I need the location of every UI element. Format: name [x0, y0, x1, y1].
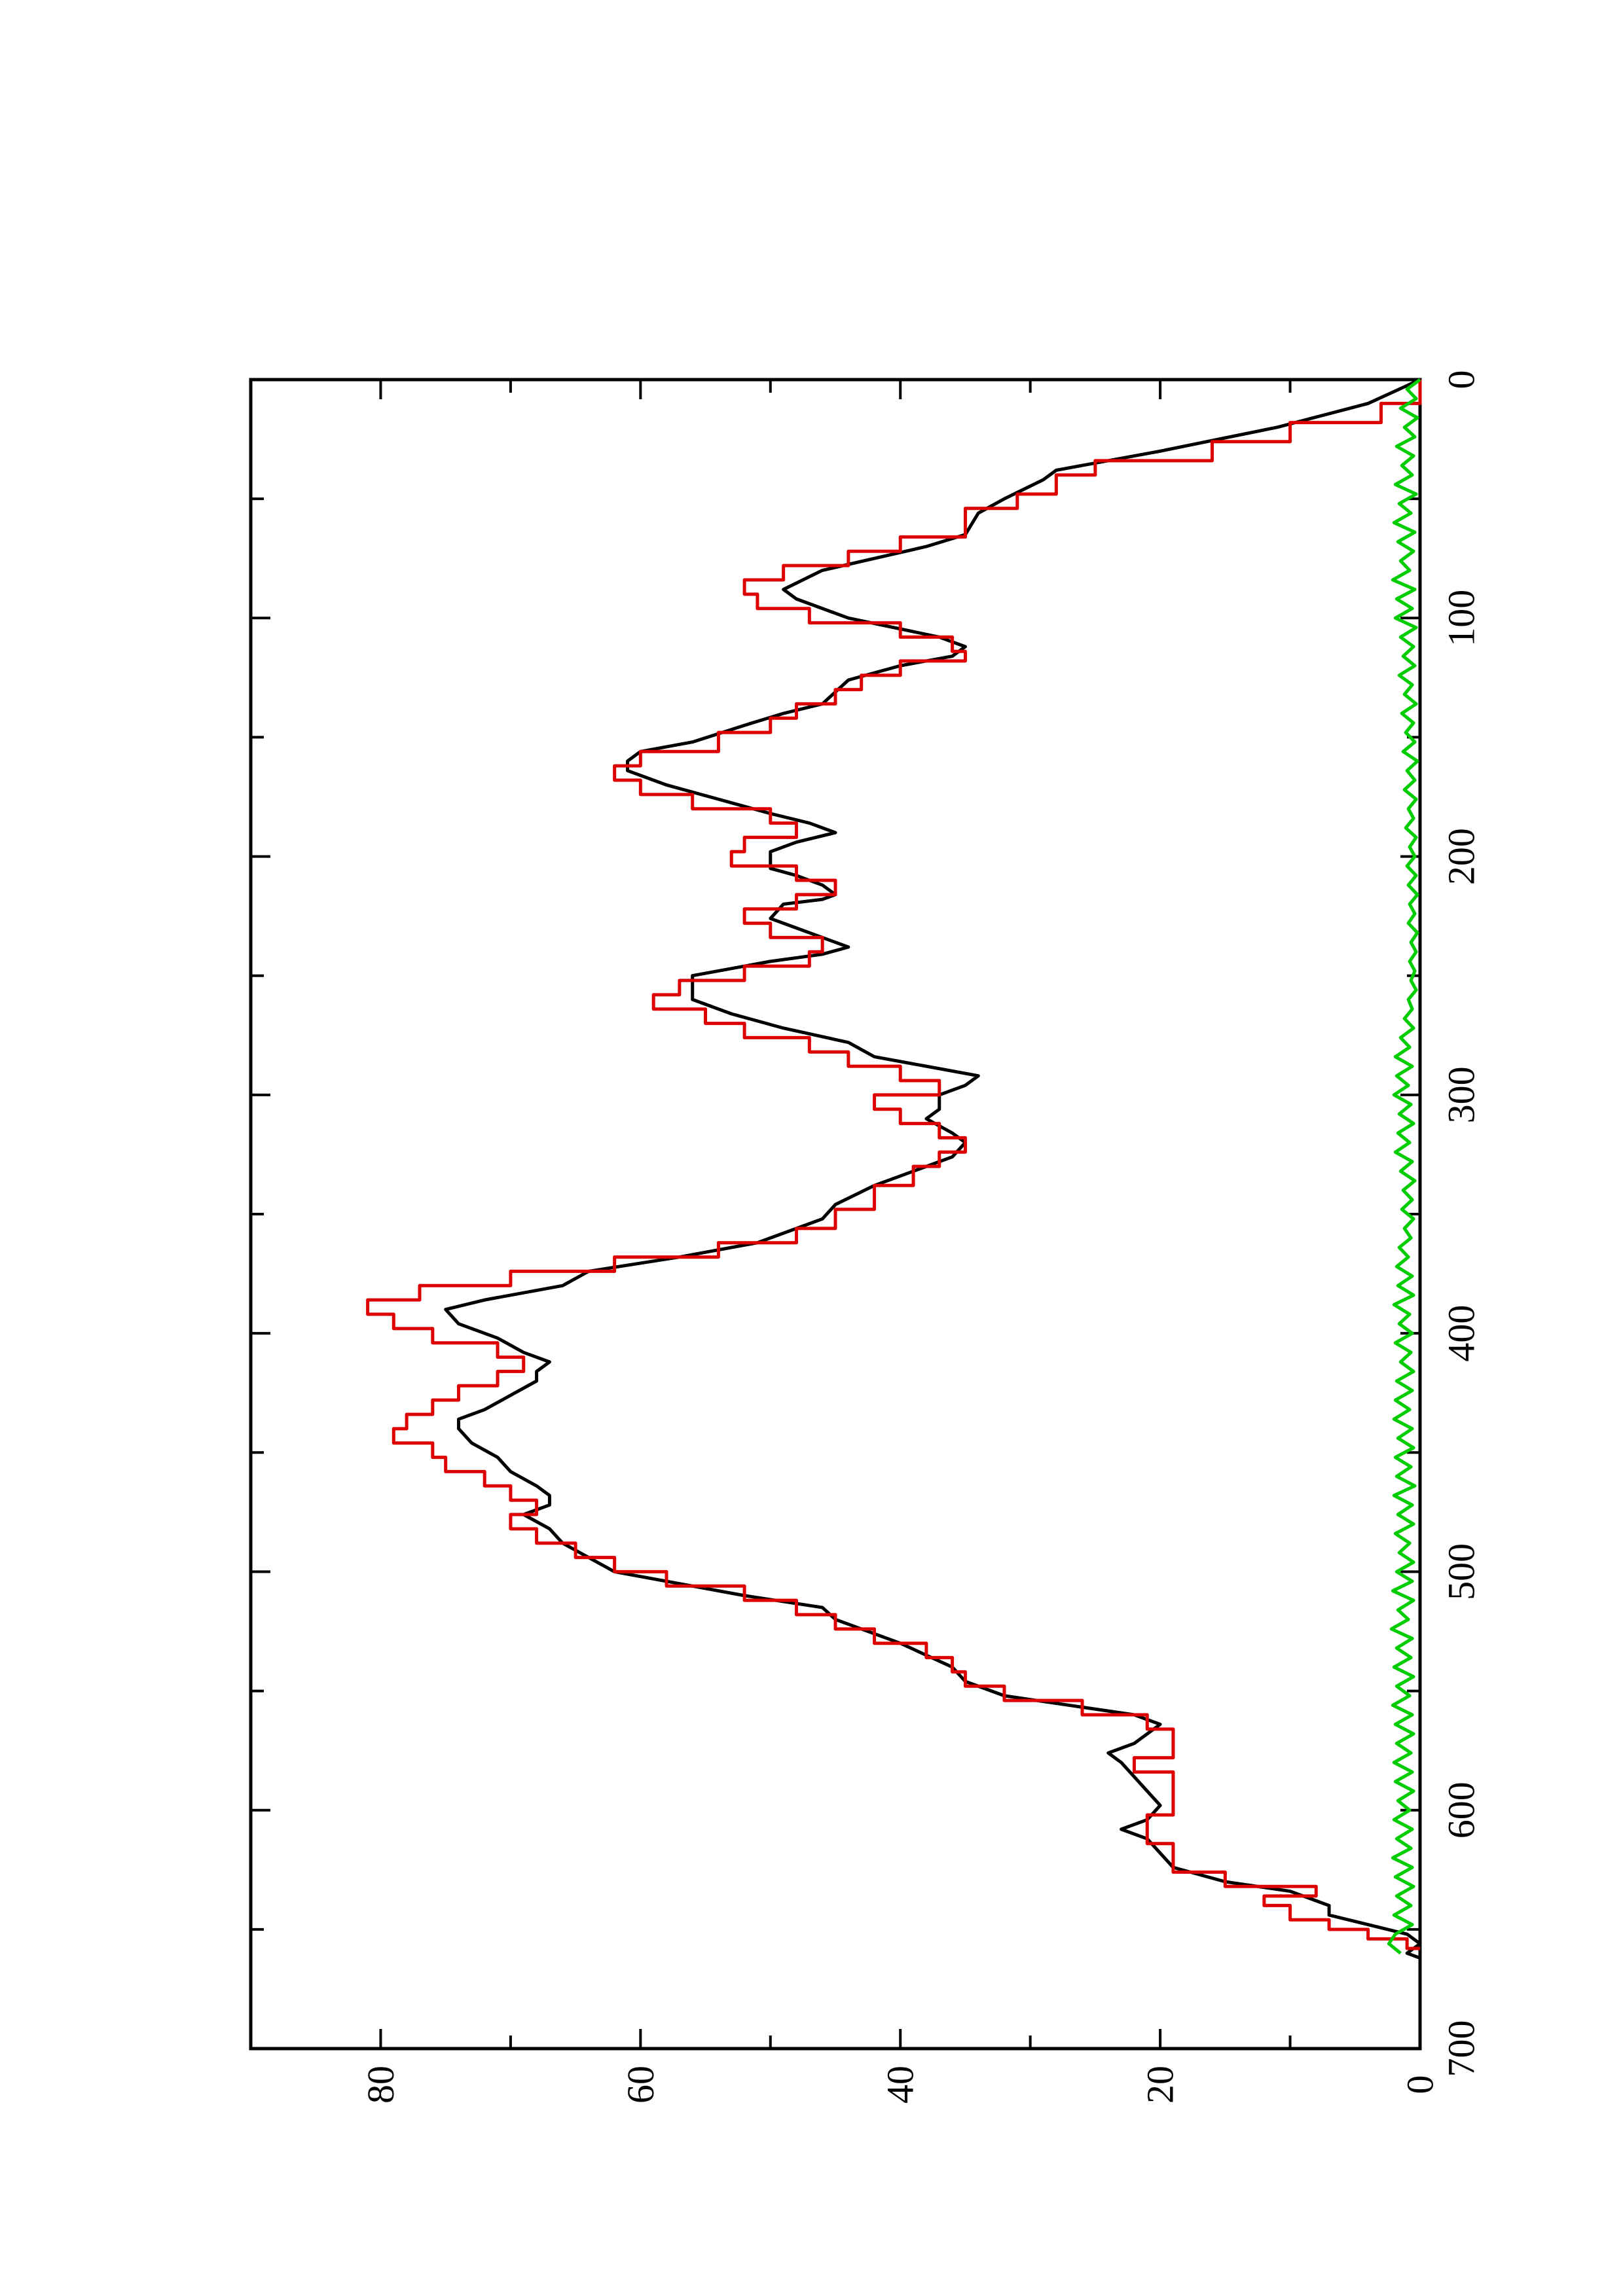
series-group [366, 378, 1422, 1960]
x-tick-label: 200 [1440, 828, 1483, 885]
x-tick-label: 0 [1440, 370, 1483, 389]
x-tick-label: 300 [1440, 1066, 1483, 1123]
series-line-2 [366, 380, 1422, 1950]
y-tick-label: 20 [1139, 2066, 1182, 2104]
y-tick-label: 0 [1399, 2075, 1442, 2094]
axis-ticks [249, 378, 1421, 2050]
series-line-3 [1387, 378, 1421, 1955]
x-tick-label: 100 [1440, 590, 1483, 647]
y-tick-label: 80 [359, 2066, 402, 2104]
y-tick-label: 60 [619, 2066, 662, 2104]
y-tick-label: 40 [879, 2066, 922, 2104]
series-line-1 [444, 378, 1422, 1960]
x-tick-label: 400 [1440, 1305, 1483, 1362]
x-tick-label: 500 [1440, 1543, 1483, 1600]
x-tick-label: 600 [1440, 1782, 1483, 1839]
x-tick-label: 700 [1440, 2020, 1483, 2077]
